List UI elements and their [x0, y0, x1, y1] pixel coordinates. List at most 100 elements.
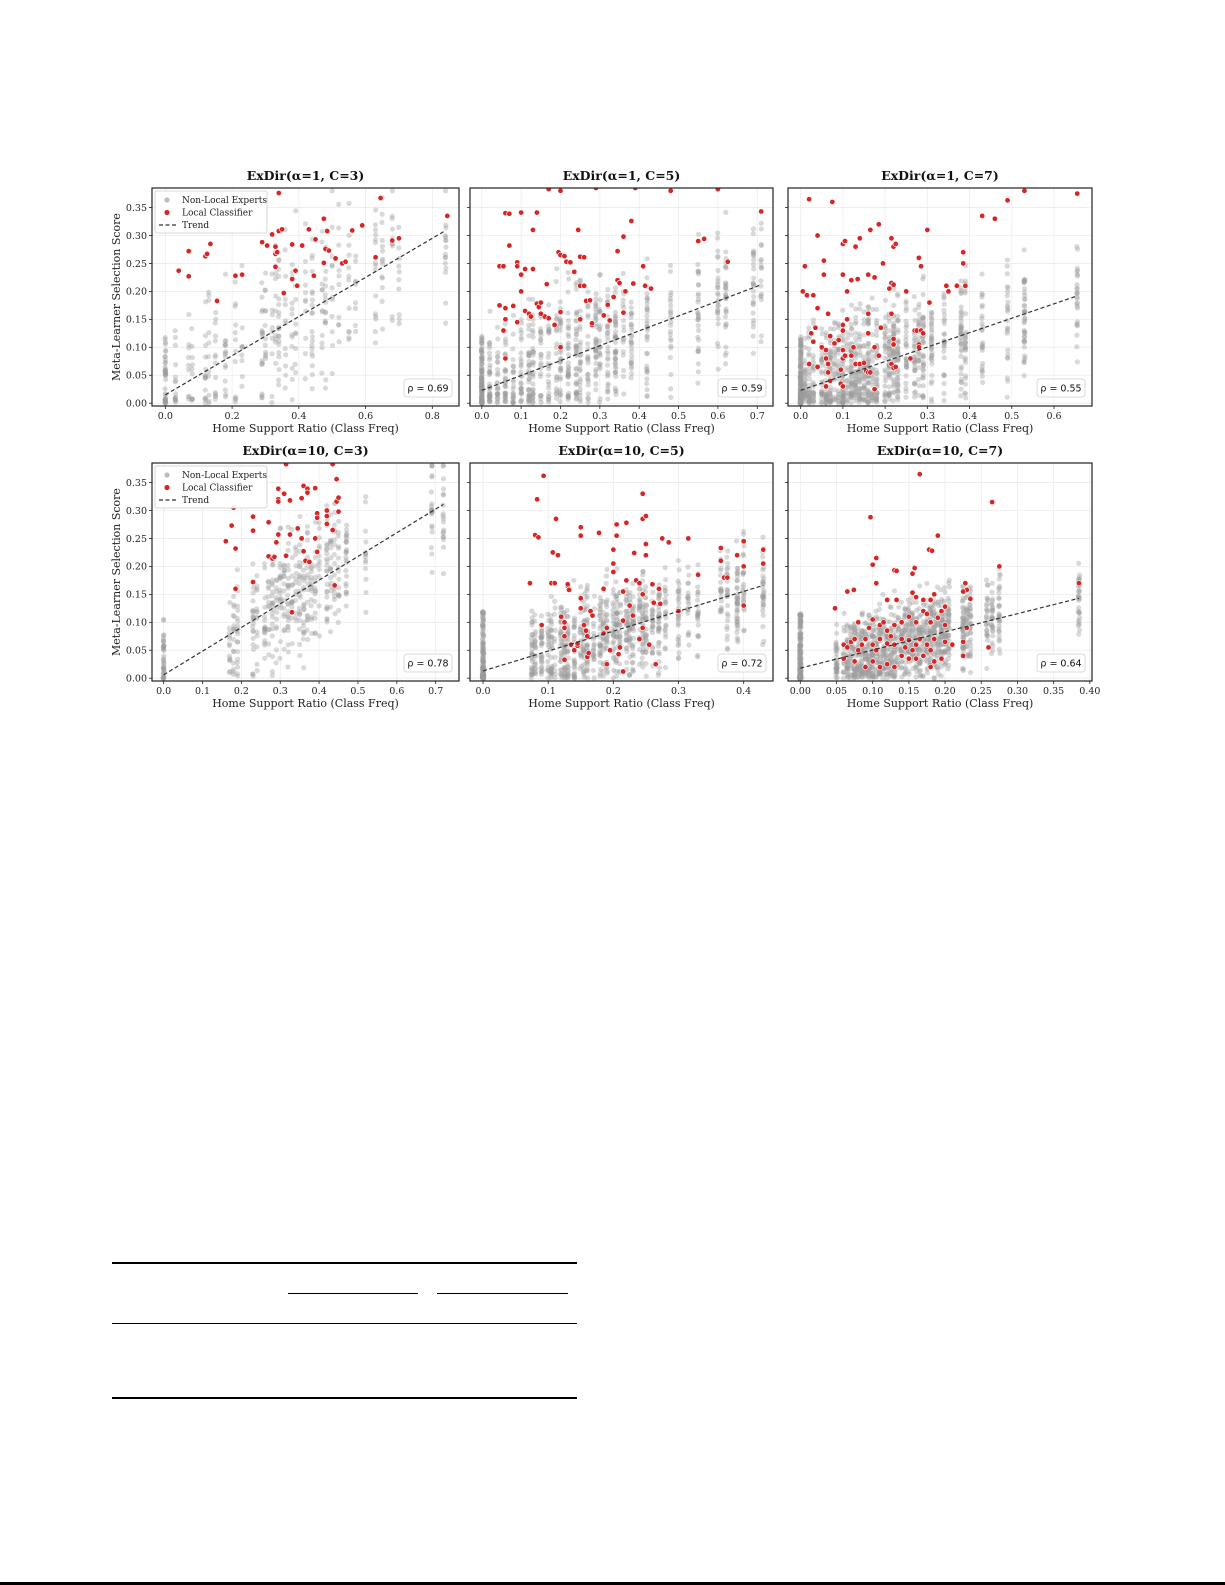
- non-local-point: [874, 328, 880, 334]
- non-local-point: [300, 636, 306, 642]
- non-local-point: [882, 368, 888, 375]
- non-local-point: [223, 350, 229, 356]
- non-local-point: [296, 563, 303, 570]
- non-local-point: [903, 337, 909, 343]
- non-local-point: [480, 640, 486, 646]
- panel-title: ExDir(α=1, C=3): [247, 168, 365, 183]
- local-classifier-point: [628, 217, 635, 224]
- non-local-point: [643, 646, 650, 652]
- non-local-point: [565, 372, 572, 378]
- non-local-point: [695, 348, 701, 355]
- non-local-point: [734, 620, 740, 626]
- non-local-point: [308, 603, 314, 609]
- local-classifier-point: [289, 276, 296, 283]
- non-local-point: [761, 593, 767, 599]
- non-local-point: [797, 400, 804, 406]
- non-local-point: [827, 384, 834, 391]
- local-classifier-point: [551, 580, 558, 587]
- non-local-point: [316, 566, 322, 572]
- non-local-point: [590, 620, 597, 626]
- non-local-point: [637, 605, 643, 611]
- non-local-point: [600, 619, 607, 625]
- non-local-point: [835, 350, 841, 356]
- non-local-point: [552, 605, 558, 611]
- local-classifier-point: [867, 226, 874, 233]
- non-local-point: [941, 291, 947, 297]
- non-local-point: [656, 625, 663, 631]
- non-local-point: [798, 346, 804, 352]
- local-classifier-point: [204, 250, 211, 257]
- non-local-point: [510, 399, 516, 405]
- non-local-point: [440, 571, 447, 577]
- non-local-point: [480, 675, 487, 681]
- local-classifier-point: [740, 602, 747, 609]
- non-local-point: [296, 580, 302, 586]
- non-local-point: [857, 343, 863, 350]
- non-local-point: [628, 339, 634, 345]
- non-local-point: [798, 398, 804, 404]
- non-local-point: [573, 343, 579, 349]
- non-local-point: [760, 534, 766, 540]
- non-local-point: [565, 672, 571, 678]
- non-local-point: [853, 306, 859, 312]
- non-local-point: [723, 209, 729, 215]
- non-local-point: [518, 355, 524, 362]
- non-local-point: [861, 382, 867, 388]
- non-local-point: [1021, 247, 1027, 253]
- non-local-point: [442, 188, 449, 194]
- non-local-point: [857, 301, 863, 307]
- non-local-point: [644, 387, 650, 393]
- x-axis-label: Home Support Ratio (Class Freq): [212, 422, 399, 435]
- non-local-point: [715, 275, 721, 281]
- non-local-point: [442, 234, 449, 240]
- non-local-point: [920, 394, 926, 400]
- non-local-point: [920, 393, 926, 399]
- non-local-point: [848, 374, 855, 380]
- non-local-point: [573, 331, 579, 337]
- non-local-point: [890, 347, 896, 354]
- non-local-point: [798, 361, 804, 367]
- non-local-point: [301, 628, 307, 635]
- non-local-point: [614, 596, 620, 602]
- non-local-point: [163, 348, 169, 355]
- non-local-point: [526, 370, 532, 376]
- non-local-point: [305, 572, 311, 578]
- non-local-point: [526, 397, 532, 404]
- non-local-point: [963, 395, 969, 401]
- non-local-point: [797, 395, 804, 402]
- non-local-point: [486, 394, 493, 400]
- non-local-point: [662, 645, 668, 651]
- non-local-point: [929, 310, 935, 316]
- non-local-point: [487, 399, 493, 405]
- non-local-point: [495, 391, 501, 397]
- non-local-point: [1021, 279, 1027, 285]
- non-local-point: [643, 610, 649, 616]
- non-local-point: [882, 330, 888, 336]
- non-local-point: [479, 390, 485, 396]
- non-local-point: [718, 598, 725, 604]
- legend-label: Non-Local Experts: [182, 196, 267, 206]
- non-local-point: [604, 668, 610, 675]
- non-local-point: [630, 621, 637, 627]
- non-local-point: [724, 646, 731, 652]
- non-local-point: [668, 309, 674, 316]
- non-local-point: [282, 385, 288, 391]
- non-local-point: [480, 647, 486, 653]
- non-local-point: [548, 640, 555, 646]
- non-local-point: [565, 367, 571, 374]
- non-local-point: [806, 389, 812, 396]
- non-local-point: [911, 368, 918, 374]
- non-local-point: [479, 340, 485, 346]
- non-local-point: [798, 381, 804, 388]
- non-local-point: [623, 637, 629, 643]
- non-local-point: [538, 634, 544, 640]
- local-classifier-point: [642, 513, 649, 520]
- non-local-point: [802, 369, 808, 376]
- non-local-point: [487, 398, 493, 404]
- non-local-point: [614, 622, 620, 628]
- non-local-point: [605, 371, 611, 378]
- non-local-point: [627, 672, 633, 678]
- non-local-point: [819, 391, 825, 397]
- non-local-point: [289, 582, 295, 588]
